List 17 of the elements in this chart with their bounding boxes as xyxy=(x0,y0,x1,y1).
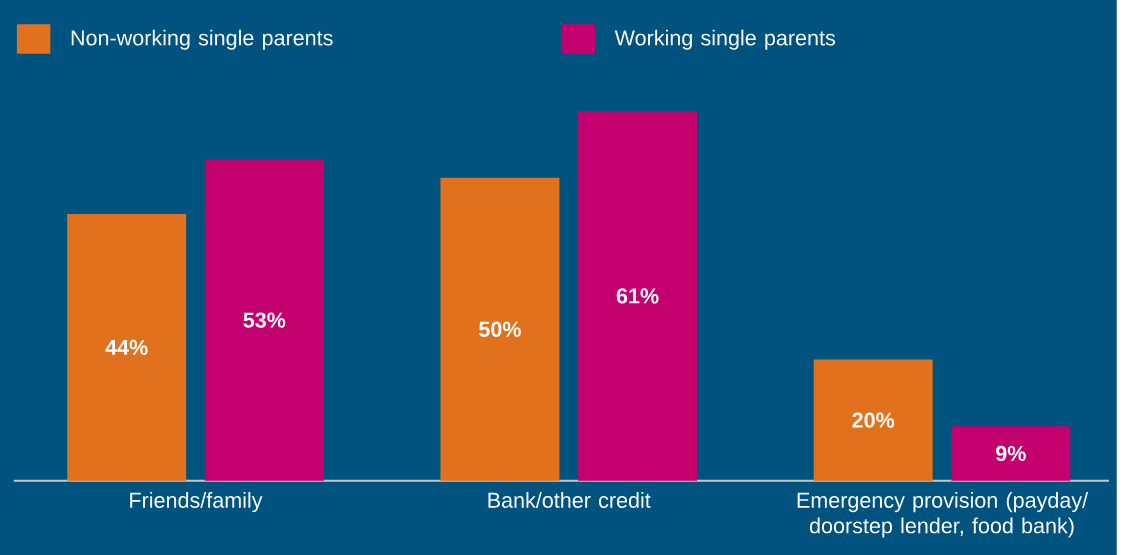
bar xyxy=(578,110,698,481)
data-label: 9% xyxy=(996,445,1026,461)
x-tick-label: Emergency provision (payday/ doorstep lender, food bank) xyxy=(797,491,1089,538)
data-label: 44% xyxy=(105,339,148,355)
legend-label: Working single parents xyxy=(614,29,836,50)
bar xyxy=(440,177,560,481)
bar xyxy=(67,213,187,481)
data-label: 20% xyxy=(852,412,895,428)
x-tick-label: Friends/family xyxy=(130,491,263,512)
bar xyxy=(204,159,324,481)
bar xyxy=(813,359,933,481)
bar xyxy=(951,425,1071,481)
legend-label: Non-working single parents xyxy=(71,29,333,50)
x-tick-label: Bank/other credit xyxy=(488,491,651,508)
data-label: 61% xyxy=(616,288,659,304)
data-label: 50% xyxy=(479,321,521,337)
data-label: 53% xyxy=(243,312,286,328)
